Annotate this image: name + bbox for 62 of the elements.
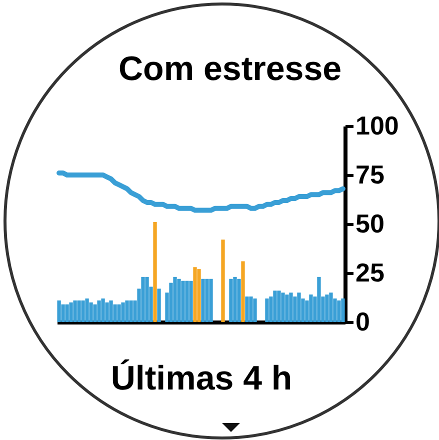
bar <box>157 288 161 322</box>
bar <box>293 296 297 322</box>
bar <box>57 300 61 322</box>
bar <box>329 292 333 322</box>
bar <box>289 292 293 322</box>
bar <box>141 276 145 322</box>
bar <box>109 300 113 322</box>
bar <box>273 290 277 322</box>
bar <box>113 304 117 322</box>
y-tick-label: 25 <box>356 258 384 288</box>
bar <box>189 280 193 322</box>
bar <box>245 296 249 322</box>
bar <box>145 276 149 322</box>
x-axis-title: Últimas 4 h <box>110 358 292 398</box>
bar <box>101 298 105 322</box>
bar <box>201 278 205 322</box>
bar <box>65 304 69 322</box>
y-tick-label: 100 <box>356 110 399 140</box>
bar <box>229 278 233 322</box>
bar <box>253 298 257 322</box>
bar <box>181 280 185 322</box>
bar <box>81 300 85 322</box>
bar <box>237 278 241 322</box>
bar <box>341 298 345 322</box>
bar <box>309 294 313 322</box>
bar <box>197 269 201 322</box>
bar <box>281 292 285 322</box>
bar <box>73 300 77 322</box>
bar <box>93 304 97 322</box>
bar <box>117 304 121 322</box>
chart-title: Com estresse <box>118 50 342 88</box>
y-tick-label: 75 <box>356 160 384 190</box>
bar <box>317 276 321 322</box>
bar <box>97 300 101 322</box>
bar <box>285 294 289 322</box>
bar <box>153 222 157 322</box>
bar <box>177 278 181 322</box>
bar <box>205 278 209 322</box>
bar <box>297 292 301 322</box>
bar <box>325 294 329 322</box>
bar <box>129 300 133 322</box>
bar <box>265 298 269 322</box>
bar <box>173 276 177 322</box>
bar <box>221 240 225 322</box>
bar <box>85 298 89 322</box>
bar <box>337 300 341 322</box>
bar <box>121 302 125 322</box>
bar <box>105 302 109 322</box>
bar <box>241 261 245 322</box>
bar <box>61 304 65 322</box>
bar <box>185 280 189 322</box>
bar <box>193 267 197 322</box>
bar <box>77 300 81 322</box>
bar <box>249 296 253 322</box>
bar <box>69 302 73 322</box>
bar <box>233 276 237 322</box>
bar <box>277 290 281 322</box>
y-tick-label: 50 <box>356 208 384 238</box>
bar <box>89 302 93 322</box>
bar <box>209 278 213 322</box>
bar <box>125 300 129 322</box>
y-tick-label: 0 <box>356 306 370 336</box>
